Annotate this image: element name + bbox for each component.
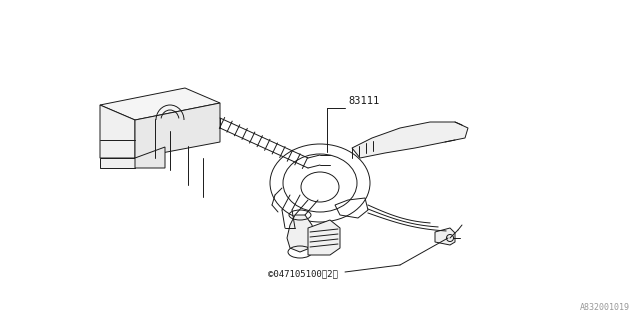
- Polygon shape: [100, 158, 135, 168]
- Text: 83111: 83111: [348, 96, 380, 106]
- Polygon shape: [100, 88, 220, 120]
- Text: ©047105100（2）: ©047105100（2）: [268, 269, 338, 278]
- Polygon shape: [352, 122, 468, 158]
- Polygon shape: [308, 220, 340, 255]
- Polygon shape: [135, 103, 220, 158]
- Polygon shape: [435, 228, 455, 245]
- Text: A832001019: A832001019: [580, 303, 630, 312]
- Polygon shape: [287, 215, 315, 252]
- Polygon shape: [100, 105, 135, 158]
- Polygon shape: [135, 147, 165, 168]
